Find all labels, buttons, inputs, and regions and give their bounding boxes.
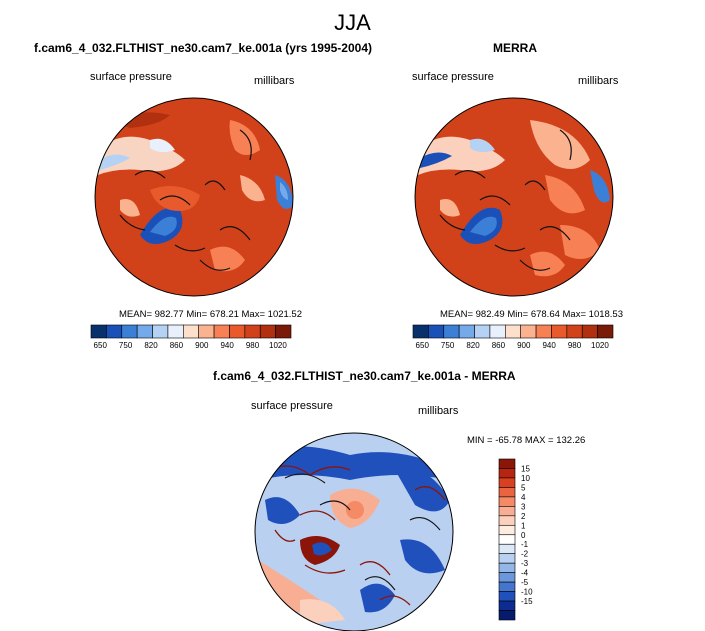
right-colorbar-tick-label: 650 bbox=[416, 341, 430, 350]
diff-colorbar-tick-label: 4 bbox=[521, 493, 526, 502]
right-colorbar-swatch bbox=[597, 324, 614, 339]
right-colorbar-tick-label: 900 bbox=[517, 341, 531, 350]
diff-colorbar-swatch bbox=[498, 562, 516, 573]
left-colorbar-swatch bbox=[198, 324, 215, 339]
diff-variable-label: surface pressure bbox=[251, 400, 333, 412]
diff-colorbar-tick-label: -4 bbox=[521, 569, 529, 578]
difference-polar-map bbox=[254, 432, 454, 631]
diff-colorbar-swatch bbox=[498, 515, 516, 526]
diff-colorbar-swatch bbox=[498, 458, 516, 469]
diff-colorbar-swatch bbox=[498, 487, 516, 498]
right-colorbar-tick-label: 750 bbox=[441, 341, 455, 350]
diff-colorbar-tick-label: 10 bbox=[521, 474, 530, 483]
right-colorbar-swatch bbox=[566, 324, 583, 339]
right-colorbar-swatch bbox=[412, 324, 429, 339]
left-colorbar-tick-label: 1020 bbox=[269, 341, 287, 350]
left-colorbar-swatch bbox=[213, 324, 230, 339]
right-units-label: millibars bbox=[578, 75, 619, 87]
left-units-label: millibars bbox=[254, 75, 295, 87]
right-colorbar-swatch bbox=[520, 324, 537, 339]
diff-colorbar-swatch bbox=[498, 496, 516, 507]
right-colorbar-swatch bbox=[551, 324, 568, 339]
figure-title: JJA bbox=[334, 10, 371, 35]
left-colorbar-swatch bbox=[183, 324, 199, 339]
left-colorbar-swatch bbox=[275, 324, 292, 339]
diff-colorbar-tick-label: 1 bbox=[521, 521, 526, 530]
diff-colorbar-swatch bbox=[498, 534, 516, 545]
right-variable-label: surface pressure bbox=[412, 71, 494, 83]
diff-colorbar-swatch bbox=[498, 600, 516, 611]
diff-colorbar-tick-label: 0 bbox=[521, 531, 526, 540]
diff-colorbar-tick-label: 5 bbox=[521, 483, 526, 492]
diff-colorbar-swatch bbox=[498, 506, 516, 517]
right-colorbar-swatch bbox=[458, 324, 475, 339]
left-colorbar-swatch bbox=[167, 324, 184, 339]
left-colorbar-swatch bbox=[90, 324, 107, 339]
diff-colorbar-tick-label: 2 bbox=[521, 512, 526, 521]
right-colorbar-swatch bbox=[443, 324, 460, 339]
right-colorbar-swatch bbox=[489, 324, 506, 339]
diff-colorbar-swatch bbox=[498, 610, 516, 621]
diff-panel-title: f.cam6_4_032.FLTHIST_ne30.cam7_ke.001a -… bbox=[213, 369, 516, 383]
right-colorbar-tick-label: 1020 bbox=[591, 341, 609, 350]
diff-colorbar-tick-label: 15 bbox=[521, 464, 530, 473]
diff-units-label: millibars bbox=[418, 405, 459, 417]
diff-colorbar-swatch bbox=[498, 581, 516, 592]
left-colorbar-tick-label: 900 bbox=[195, 341, 209, 350]
right-colorbar-tick-label: 860 bbox=[492, 341, 506, 350]
left-colorbar-tick-label: 650 bbox=[94, 341, 108, 350]
diff-colorbar-swatch bbox=[498, 543, 516, 555]
left-variable-label: surface pressure bbox=[90, 71, 172, 83]
diff-colorbar-tick-label: -15 bbox=[521, 597, 533, 606]
diff-colorbar-tick-label: -2 bbox=[521, 550, 529, 559]
diff-colorbar-tick-label: -5 bbox=[521, 578, 529, 587]
right-colorbar-tick-label: 940 bbox=[542, 341, 556, 350]
left-colorbar-swatch bbox=[121, 324, 138, 339]
left-colorbar-tick-label: 980 bbox=[246, 341, 260, 350]
left-panel-title: f.cam6_4_032.FLTHIST_ne30.cam7_ke.001a (… bbox=[34, 41, 372, 55]
left-colorbar-swatch bbox=[244, 324, 261, 339]
left-colorbar-tick-label: 820 bbox=[144, 341, 158, 350]
right-colorbar-swatch bbox=[505, 324, 521, 339]
left-colorbar-swatch bbox=[106, 324, 123, 339]
left-colorbar-tick-label: 860 bbox=[170, 341, 184, 350]
right-colorbar-swatch bbox=[581, 324, 598, 339]
right-panel-title: MERRA bbox=[493, 41, 537, 55]
left-colorbar-tick-label: 750 bbox=[119, 341, 133, 350]
left-colorbar-swatch bbox=[136, 324, 153, 339]
right-colorbar-tick-label: 980 bbox=[568, 341, 582, 350]
diff-colorbar-swatch bbox=[498, 468, 516, 479]
diff-colorbar-tick-label: -10 bbox=[521, 588, 533, 597]
left-colorbar-tick-label: 940 bbox=[220, 341, 234, 350]
diff-colorbar-tick-label: -1 bbox=[521, 540, 529, 549]
right-colorbar-swatch bbox=[474, 324, 491, 339]
diff-colorbar-tick-label: 3 bbox=[521, 502, 526, 511]
right-colorbar-tick-label: 820 bbox=[466, 341, 480, 350]
left-stats: MEAN= 982.77 Min= 678.21 Max= 1021.52 bbox=[119, 309, 302, 320]
right-colorbar-swatch bbox=[535, 324, 552, 339]
diff-colorbar-swatch bbox=[498, 477, 516, 488]
left-colorbar-swatch bbox=[152, 324, 169, 339]
diff-stats: MIN = -65.78 MAX = 132.26 bbox=[467, 435, 586, 446]
diff-colorbar-tick-label: -3 bbox=[521, 559, 529, 568]
right-colorbar-swatch bbox=[428, 324, 445, 339]
left-colorbar-swatch bbox=[229, 324, 246, 339]
left-colorbar-swatch bbox=[259, 324, 276, 339]
diff-colorbar-swatch bbox=[498, 553, 516, 564]
diff-colorbar-swatch bbox=[498, 572, 516, 583]
right-polar-map bbox=[414, 97, 614, 297]
right-stats: MEAN= 982.49 Min= 678.64 Max= 1018.53 bbox=[440, 309, 623, 320]
diff-colorbar-swatch bbox=[498, 591, 516, 602]
left-polar-map bbox=[94, 97, 294, 297]
diff-colorbar-swatch bbox=[498, 524, 516, 536]
